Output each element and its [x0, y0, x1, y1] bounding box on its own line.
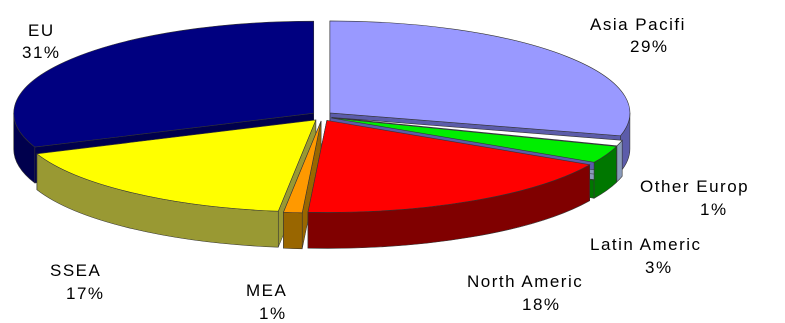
label-eu: EU — [28, 21, 55, 40]
slice-eu — [13, 20, 315, 148]
side-other-europ — [616, 139, 623, 183]
side-mea — [283, 211, 303, 250]
label-asia-pacific: Asia Pacifi — [590, 15, 686, 34]
slice-asia-pacifi — [329, 20, 631, 137]
slice-ssea — [36, 119, 317, 212]
slice-north-americ — [307, 120, 591, 213]
value-eu: 31% — [22, 43, 61, 62]
label-north-america: North Americ — [467, 272, 583, 291]
label-ssea: SSEA — [50, 261, 101, 280]
value-mea: 1% — [259, 304, 287, 323]
label-mea: MEA — [246, 281, 287, 300]
label-other-europe: Other Europ — [640, 177, 749, 196]
slice-other-europ — [331, 117, 623, 147]
slice-latin-americ — [331, 117, 618, 163]
value-latin-america: 3% — [645, 258, 673, 277]
value-north-america: 18% — [522, 295, 561, 314]
value-ssea: 17% — [66, 284, 105, 303]
value-asia-pacific: 29% — [630, 37, 669, 56]
value-other-europe: 1% — [700, 200, 728, 219]
slice-mea — [283, 120, 322, 214]
pie-tops — [13, 20, 631, 214]
label-latin-america: Latin Americ — [590, 235, 702, 254]
